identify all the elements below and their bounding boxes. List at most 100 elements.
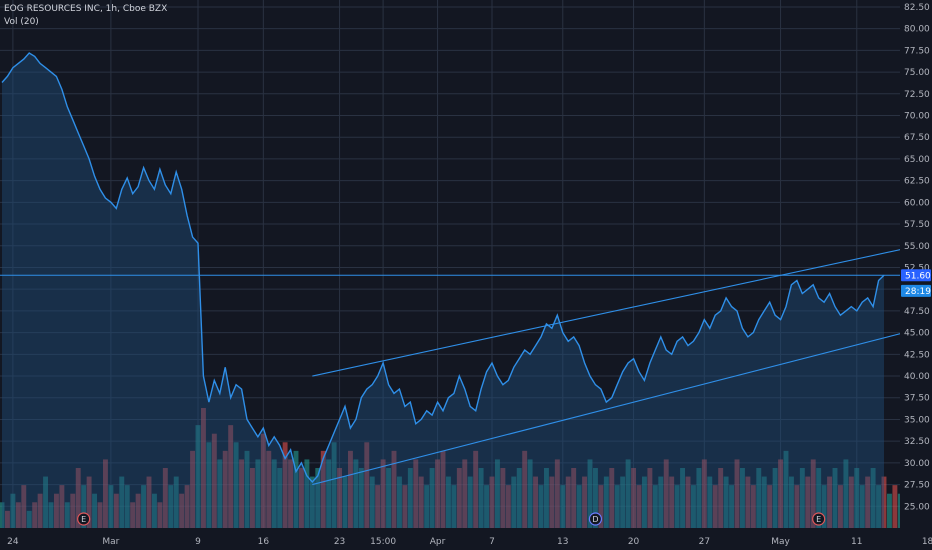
volume-bar: [347, 450, 353, 528]
volume-bar: [81, 485, 87, 528]
volume-bar: [413, 459, 419, 528]
volume-bar: [157, 502, 163, 528]
x-tick-label: 15:00: [370, 537, 396, 547]
volume-bar: [108, 485, 114, 528]
volume-bars: [0, 408, 925, 528]
volume-bar: [788, 476, 794, 528]
volume-bar: [32, 502, 38, 528]
y-tick-label: 55.00: [904, 242, 930, 252]
x-tick-label: May: [771, 537, 790, 547]
volume-bar: [533, 476, 539, 528]
y-tick-label: 52.50: [904, 263, 930, 273]
price-area-fill: [2, 53, 884, 528]
volume-bar: [228, 425, 234, 528]
volume-bar: [320, 450, 326, 528]
volume-bar: [162, 468, 168, 528]
volume-bar: [249, 468, 255, 528]
volume-bar: [821, 485, 827, 528]
volume-bar: [647, 468, 653, 528]
volume-bar: [712, 485, 718, 528]
volume-bar: [745, 476, 751, 528]
volume-bar: [206, 442, 212, 528]
volume-bar: [478, 468, 484, 528]
volume-bar: [456, 468, 462, 528]
volume-bar: [375, 485, 381, 528]
y-tick-label: 42.50: [904, 350, 930, 360]
volume-bar: [293, 450, 299, 528]
volume-bar: [124, 485, 130, 528]
volume-bar: [538, 485, 544, 528]
y-tick-label: 80.00: [904, 25, 930, 35]
volume-bar: [64, 502, 70, 528]
x-tick-label: Apr: [430, 537, 446, 547]
volume-bar: [75, 468, 81, 528]
y-tick-label: 60.00: [904, 198, 930, 208]
volume-bar: [445, 476, 451, 528]
volume-bar: [407, 468, 413, 528]
price-line: [1, 52, 885, 484]
volume-bar: [358, 468, 364, 528]
volume-bar: [21, 485, 27, 528]
volume-bar: [282, 442, 288, 528]
volume-bar: [886, 493, 892, 528]
volume-bar: [489, 476, 495, 528]
volume-bar: [184, 485, 190, 528]
volume-bar: [386, 468, 392, 528]
trend-channel[interactable]: [312, 241, 932, 486]
y-tick-label: 65.00: [904, 155, 930, 165]
volume-bar: [315, 468, 321, 528]
volume-bar: [511, 476, 517, 528]
volume-bar: [233, 442, 239, 528]
volume-bar: [391, 450, 397, 528]
volume-bar: [418, 476, 424, 528]
volume-bar: [500, 468, 506, 528]
volume-bar: [560, 485, 566, 528]
volume-bar: [211, 433, 217, 528]
y-tick-label: 27.50: [904, 481, 930, 491]
volume-bar: [778, 459, 784, 528]
volume-bar: [146, 476, 152, 528]
volume-bar: [102, 459, 108, 528]
volume-bar: [26, 510, 32, 528]
y-tick-label: 32.50: [904, 437, 930, 447]
y-tick-label: 25.00: [904, 502, 930, 512]
volume-bar: [141, 485, 147, 528]
volume-bar: [266, 450, 272, 528]
y-tick-label: 40.00: [904, 372, 930, 382]
volume-bar: [794, 485, 800, 528]
volume-bar: [326, 459, 332, 528]
volume-bar: [876, 485, 882, 528]
volume-bar: [331, 442, 337, 528]
volume-bar: [342, 476, 348, 528]
volume-bar: [816, 468, 822, 528]
volume-bar: [832, 468, 838, 528]
volume-indicator-label[interactable]: Vol (20): [4, 17, 39, 27]
volume-bar: [59, 485, 65, 528]
event-marker: [77, 512, 91, 526]
volume-bar: [429, 468, 435, 528]
grid-lines: [0, 0, 929, 528]
volume-bar: [277, 468, 283, 528]
volume-bar: [734, 459, 740, 528]
volume-bar: [353, 459, 359, 528]
symbol-title[interactable]: EOG RESOURCES INC, 1h, Cboe BZX: [4, 4, 168, 14]
x-tick-label: 11: [851, 537, 862, 547]
event-marker: [588, 512, 603, 526]
volume-bar: [484, 485, 490, 528]
volume-bar: [587, 459, 593, 528]
event-marker: [812, 512, 826, 526]
time-axis[interactable]: 24 Mar 9 16 23 15:00 Apr 7 13 20 27 May 11 18: [7, 537, 932, 547]
volume-bar: [799, 468, 805, 528]
volume-bar: [70, 493, 76, 528]
volume-bar: [592, 468, 598, 528]
x-tick-label: 23: [334, 537, 345, 547]
volume-bar: [369, 476, 375, 528]
volume-bar: [827, 476, 833, 528]
volume-bar: [86, 476, 92, 528]
y-tick-label: 37.50: [904, 394, 930, 404]
volume-bar: [527, 459, 533, 528]
volume-bar: [217, 459, 223, 528]
volume-bar: [119, 476, 125, 528]
